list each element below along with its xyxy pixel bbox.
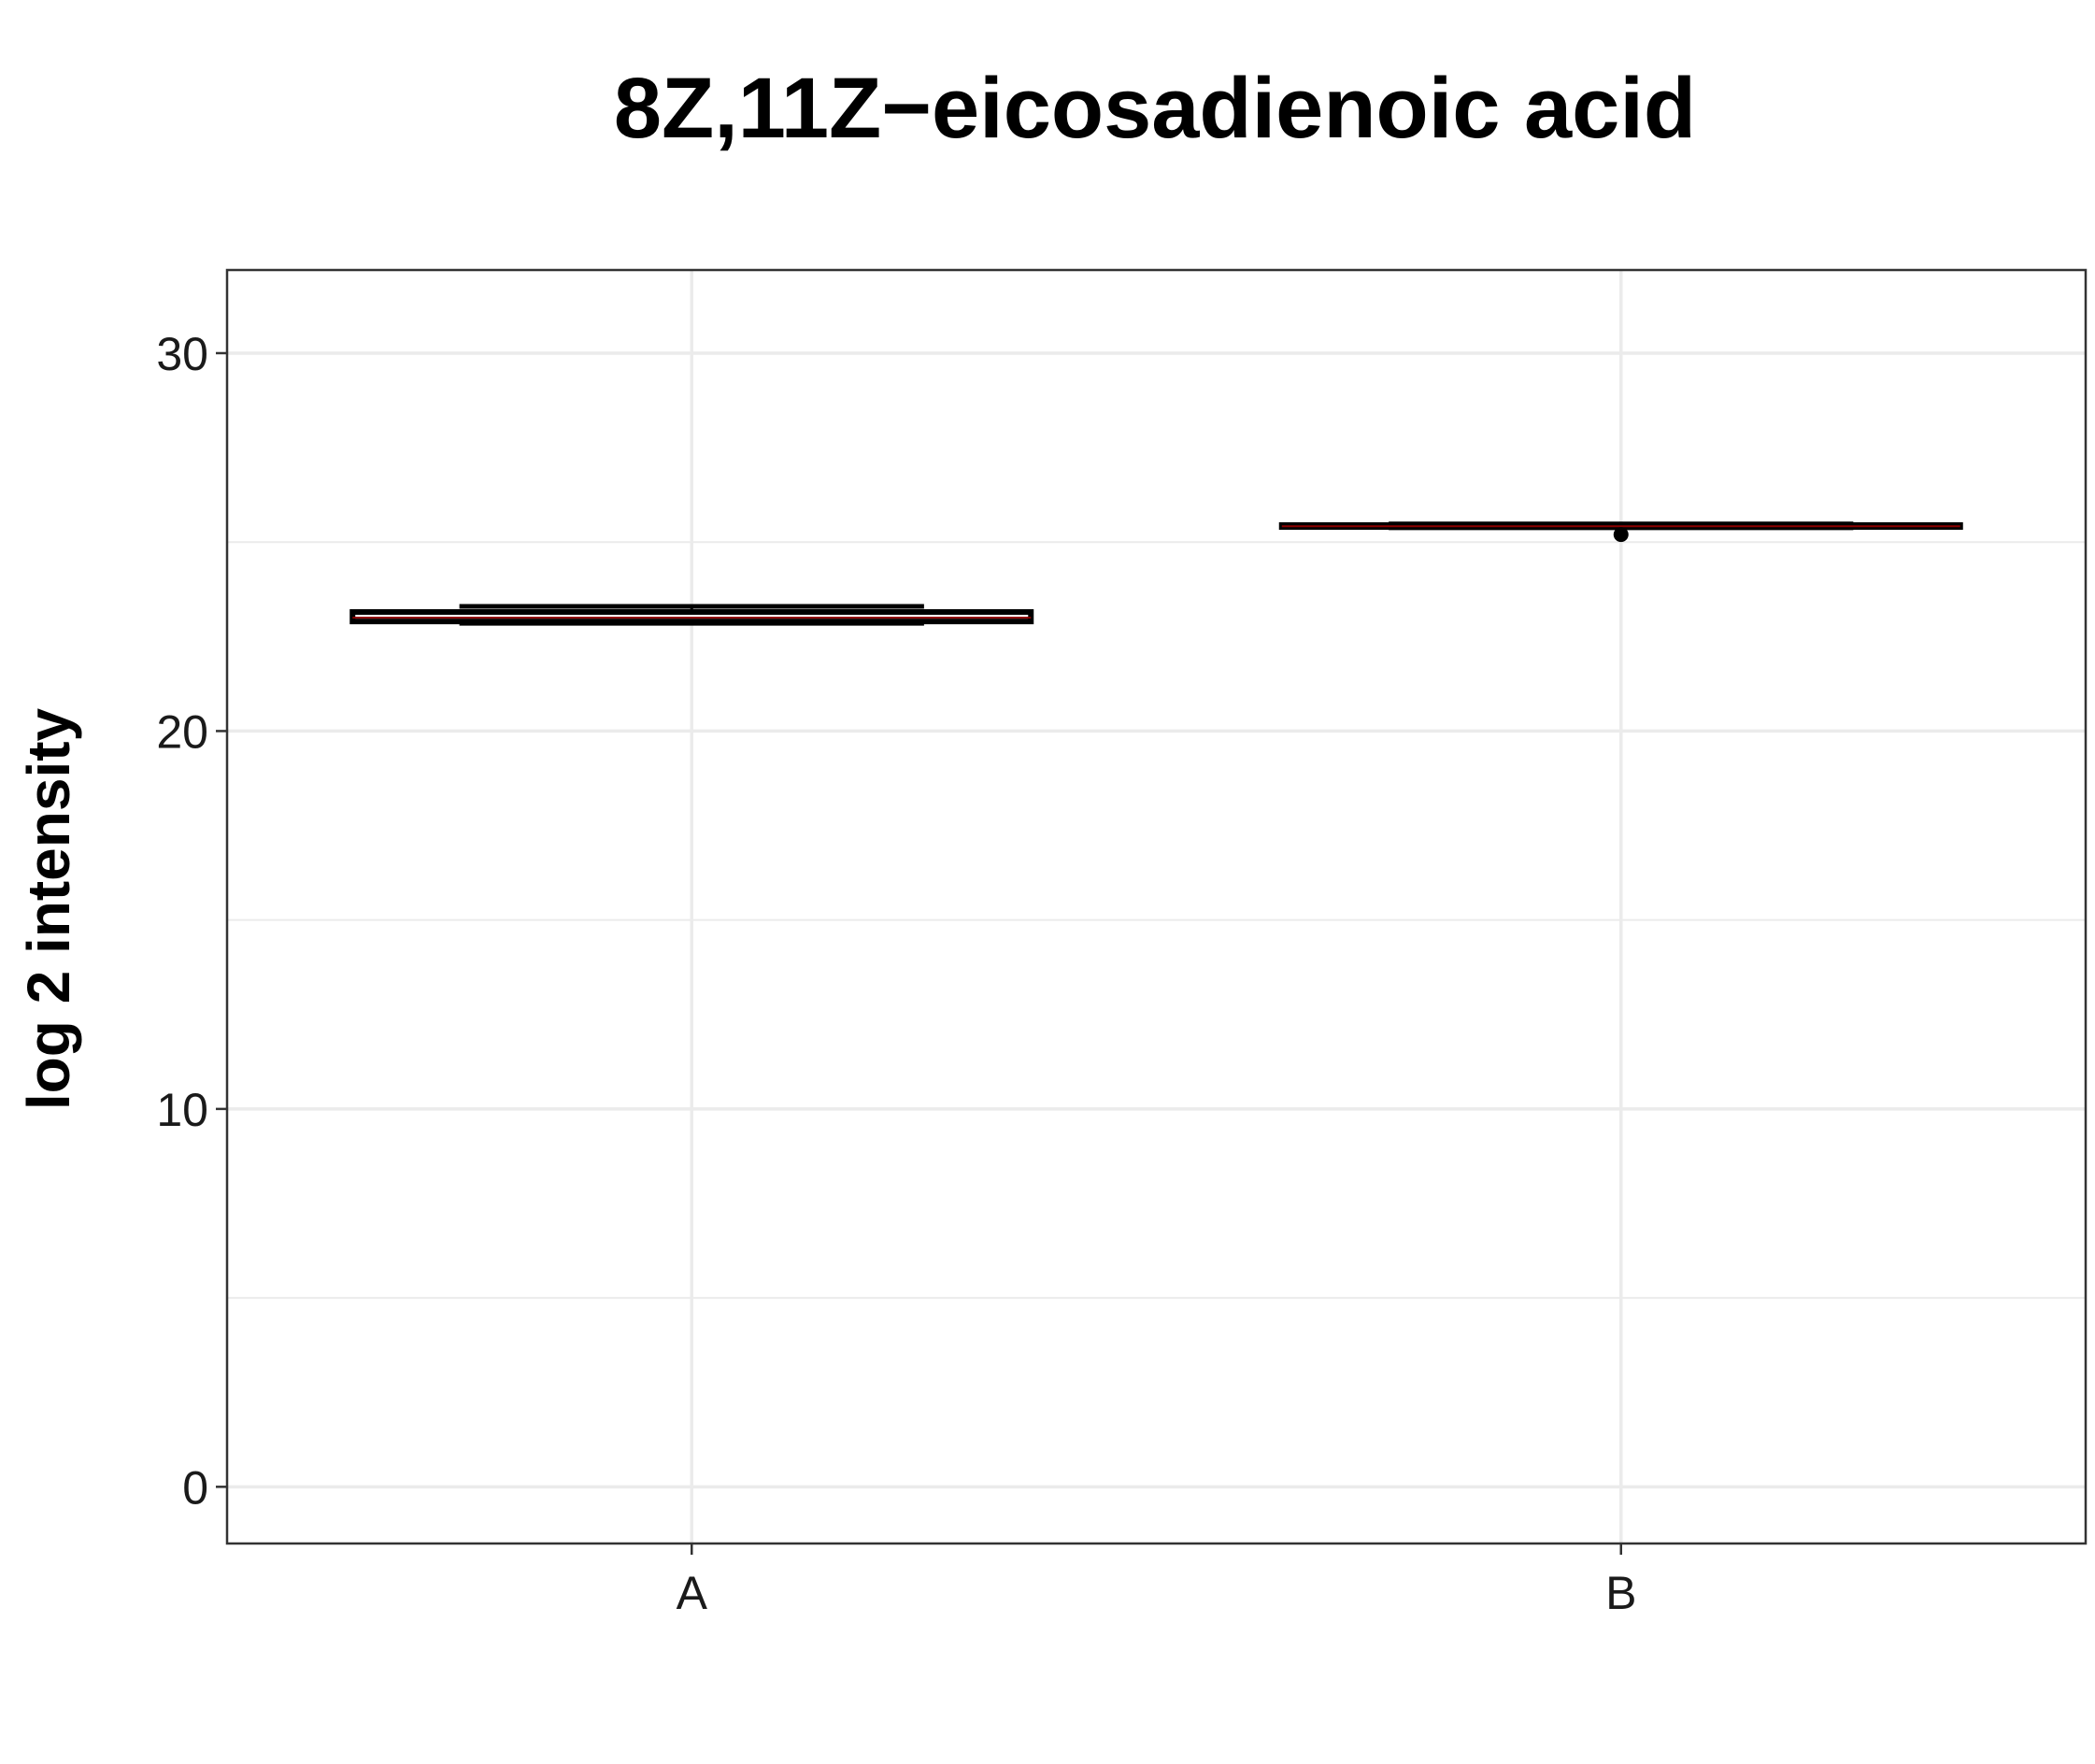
y-tick-label: 0	[182, 1461, 208, 1514]
x-tick-label: A	[677, 1567, 708, 1619]
chart-title: 8Z,11Z−eicosadienoic acid	[614, 61, 1696, 156]
outlier-point	[1613, 527, 1629, 543]
x-tick-label: B	[1605, 1567, 1636, 1619]
box-body	[349, 609, 1034, 625]
plot-panel	[227, 270, 2086, 1544]
y-tick-label: 30	[156, 328, 208, 380]
y-tick-label: 20	[156, 705, 208, 758]
box-B	[1278, 521, 1963, 543]
boxplots	[349, 521, 1963, 626]
y-tick-label: 10	[156, 1084, 208, 1136]
axes: 0 10 20 30 A B	[156, 328, 1636, 1619]
y-axis-label: log 2 intensity	[15, 707, 82, 1110]
plot-border	[225, 268, 2088, 1545]
box-A	[349, 604, 1034, 626]
grid-lines	[227, 270, 2086, 1544]
